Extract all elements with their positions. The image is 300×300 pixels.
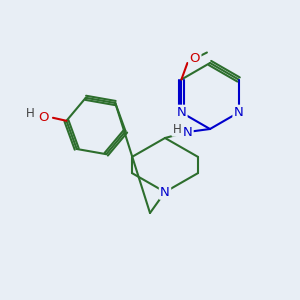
- Text: N: N: [176, 106, 186, 119]
- Text: O: O: [190, 52, 200, 65]
- Text: N: N: [234, 106, 244, 119]
- Text: N: N: [183, 125, 192, 139]
- Text: O: O: [39, 111, 49, 124]
- Text: H: H: [172, 122, 182, 136]
- Text: N: N: [160, 185, 170, 199]
- Text: H: H: [26, 107, 35, 120]
